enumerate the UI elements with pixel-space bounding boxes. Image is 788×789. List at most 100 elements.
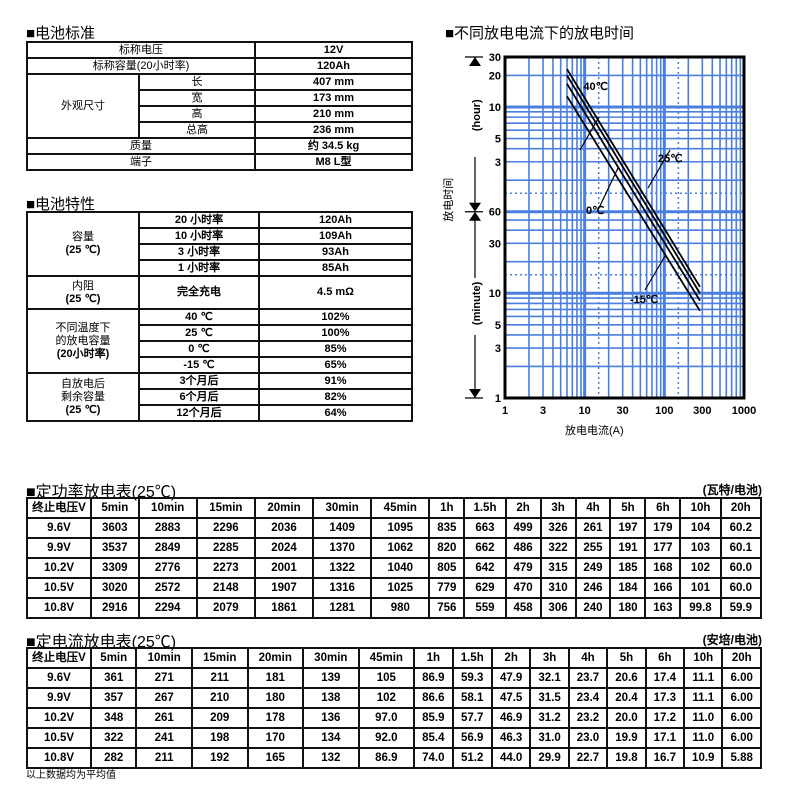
table-cell: 805 xyxy=(428,557,466,579)
table-cell: 103 xyxy=(679,537,722,559)
table-cell: 178 xyxy=(246,707,305,729)
table-row: 10.5V 3020 2572 2148 1907 1316 1025 779 629 470 31… xyxy=(26,577,763,599)
value: 4.5 mΩ xyxy=(258,275,413,310)
cutoff-voltage: 9.6V xyxy=(26,517,92,539)
table-cell: 23.4 xyxy=(567,687,609,709)
pointer-line xyxy=(647,149,671,189)
table-cell: 179 xyxy=(644,517,682,539)
table-row: 12个月后 64% xyxy=(27,404,413,422)
table-cell: 1095 xyxy=(370,517,431,539)
table-cell: 139 xyxy=(302,667,360,689)
series-label: 0℃ xyxy=(586,205,604,217)
y-tick-label: 10 xyxy=(489,288,501,300)
table-row: 终止电压V 5min 10min 15min 20min 30min 45min 1h 1.5h… xyxy=(26,497,763,519)
table-cell: 458 xyxy=(504,597,542,619)
series-line-0 xyxy=(566,68,701,288)
table-cell: 17.4 xyxy=(644,667,686,689)
table-cell: 185 xyxy=(609,557,647,579)
table-row: 标称电压 12V xyxy=(26,41,413,59)
condition: -15 ℃ xyxy=(138,356,260,374)
series-label: 40℃ xyxy=(583,81,608,93)
table-cell: 211 xyxy=(135,747,193,769)
table-row: 10.2V 3309 2776 2273 2001 1322 1040 805 642 479 31… xyxy=(26,557,763,579)
value: 85Ah xyxy=(258,259,413,277)
value: 65% xyxy=(258,356,413,374)
condition: 0 ℃ xyxy=(138,340,260,358)
table-cell: 59.9 xyxy=(719,597,763,619)
table-cell: 6.00 xyxy=(721,667,762,689)
column-header: 4h xyxy=(574,497,612,519)
group-label-line: 自放电后 xyxy=(61,377,105,390)
table-cell: 20.0 xyxy=(606,707,647,729)
column-header: 45min xyxy=(370,497,431,519)
condition: 1 小时率 xyxy=(138,259,260,277)
table-cell: 11.0 xyxy=(683,707,724,729)
table-cell: 92.0 xyxy=(357,727,416,749)
x-tick-label: 1000 xyxy=(732,405,756,417)
y-tick-label: 10 xyxy=(489,102,501,114)
column-header: 6h xyxy=(644,647,686,669)
column-header: 4h xyxy=(567,647,609,669)
condition: 完全充电 xyxy=(138,275,260,310)
table-row: 3 小时率 93Ah xyxy=(27,243,413,261)
table-cell: 255 xyxy=(574,537,612,559)
column-header: 30min xyxy=(312,497,373,519)
table-cell: 11.0 xyxy=(683,727,724,749)
table-cell: 1861 xyxy=(253,597,315,619)
table-cell: 559 xyxy=(463,597,507,619)
table-cell: 47.5 xyxy=(490,687,532,709)
table-cell: 2273 xyxy=(195,557,256,579)
dim-value: 407 mm xyxy=(254,73,413,91)
group-label-line: (25 ℃) xyxy=(65,244,101,256)
y-tick-label: 60 xyxy=(489,207,501,219)
table-cell: 662 xyxy=(463,537,507,559)
table-cell: 2296 xyxy=(195,517,256,539)
table-cell: 1281 xyxy=(312,597,373,619)
table-cell: 980 xyxy=(370,597,431,619)
dim-label: 高 xyxy=(138,105,256,123)
x-axis-label: 放电电流(A) xyxy=(565,423,624,437)
table-cell: 5.88 xyxy=(721,747,762,769)
table-cell: 85.9 xyxy=(413,707,454,729)
column-header: 20h xyxy=(721,647,762,669)
table-row: 6个月后 82% xyxy=(27,388,413,406)
table-cell: 177 xyxy=(644,537,682,559)
condition: 3 小时率 xyxy=(138,243,260,261)
table-cell: 102 xyxy=(357,687,416,709)
spec-label: 端子 xyxy=(26,153,256,171)
chart-title: ■不同放电电流下的放电时间 xyxy=(445,25,635,42)
table-cell: 86.6 xyxy=(413,687,454,709)
table-cell: 820 xyxy=(428,537,466,559)
table-cell: 23.7 xyxy=(567,667,609,689)
table-cell: 241 xyxy=(135,727,193,749)
value: 100% xyxy=(258,324,413,342)
column-header: 30min xyxy=(302,647,360,669)
table-row: 1 小时率 85Ah xyxy=(27,259,413,277)
table-cell: 102 xyxy=(679,557,722,579)
dim-label: 长 xyxy=(138,73,256,91)
cutoff-voltage: 10.2V xyxy=(26,707,92,729)
table-cell: 51.2 xyxy=(451,747,493,769)
group-label: 自放电后 剩余容量 (25 ℃) xyxy=(26,372,140,422)
table-cell: 60.2 xyxy=(719,517,763,539)
arrow-head-icon xyxy=(469,57,481,66)
table-cell: 17.1 xyxy=(644,727,686,749)
pointer-line xyxy=(597,167,619,211)
table-cell: 170 xyxy=(246,727,305,749)
table-cell: 60.0 xyxy=(719,577,763,599)
table-cell: 1907 xyxy=(253,577,315,599)
table-cell: 97.0 xyxy=(357,707,416,729)
spec-table: 标称电压 12V 标称容量(20小时率) 120Ah 外观尺寸长 407 mm 宽 173 m… xyxy=(26,41,413,171)
table-row: 终止电压V 5min 10min 15min 20min 30min 45min 1h 1.5h… xyxy=(26,647,762,669)
column-header: 10min xyxy=(135,647,193,669)
table-cell: 44.0 xyxy=(490,747,532,769)
condition: 6个月后 xyxy=(138,388,260,406)
table-cell: 16.7 xyxy=(644,747,686,769)
table-cell: 2776 xyxy=(137,557,198,579)
cutoff-voltage: 10.5V xyxy=(26,727,92,749)
table-cell: 663 xyxy=(463,517,507,539)
group-label-line: 剩余容量 xyxy=(61,390,105,403)
group-label-line: 内阻 xyxy=(72,279,94,292)
table-cell: 322 xyxy=(89,727,138,749)
table-cell: 271 xyxy=(135,667,193,689)
